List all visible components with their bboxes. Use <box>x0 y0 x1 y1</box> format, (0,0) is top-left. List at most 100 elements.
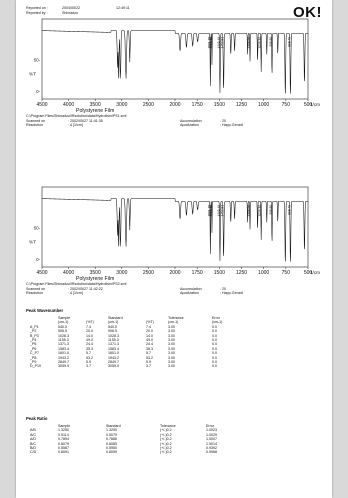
status-ok: OK! <box>293 4 322 21</box>
pw-cell-2: 5.9 <box>86 360 91 365</box>
pw-cell-6: 0.0 <box>212 364 217 369</box>
x-tick-label: 750 <box>282 102 291 108</box>
reported-by-label: Reported by : <box>26 10 48 15</box>
x-tick-label: 4000 <box>63 270 74 276</box>
pw-cell-5: 3.00 <box>168 355 175 360</box>
x-tick-label: 4500 <box>36 102 47 108</box>
pr-cell-4: 0.9392 <box>206 446 217 451</box>
x-tick-label: 1750 <box>192 102 203 108</box>
x-tick-label: 500 <box>304 270 313 276</box>
x-tick-label: 750 <box>282 270 291 276</box>
x-tick-label: 3500 <box>90 102 101 108</box>
pw-cell-5: 3.00 <box>168 346 175 351</box>
pw-subheader-cell-1: (cm-1) <box>58 320 69 325</box>
peak-label: 1601.18 <box>207 37 211 49</box>
pw-cell-2: 20.0 <box>86 329 93 334</box>
pr-cell-2: 1.3250 <box>106 428 117 433</box>
pw-cell-4: 24.4 <box>146 342 153 347</box>
pw-cell-2: 14.0 <box>86 333 93 338</box>
pw-cell-5: 3.00 <box>168 338 175 343</box>
x-axis-unit: 1/cm <box>310 102 320 107</box>
pr-cell-1: 0.6079 <box>58 441 69 446</box>
peak-label: 698.79 <box>287 37 291 47</box>
pw-cell-4: 5.9 <box>146 360 151 365</box>
pr-cell-3: (+/-)0.2 <box>160 428 172 433</box>
pr-cell-4: 0.9968 <box>206 450 217 455</box>
pw-cell-0: _P9 <box>30 360 37 365</box>
pw-cell-0: A_P1 <box>30 324 39 329</box>
peak-wavenumber-title: Peak Wavenumber <box>26 308 64 313</box>
pw-header-cell-1: Sample <box>58 316 71 320</box>
x-tick-label: 500 <box>304 102 313 108</box>
pw-cell-5: 3.00 <box>168 324 175 329</box>
x-tick-label: 1750 <box>192 270 203 276</box>
table-row: A/D 0.7894 0.7886 (+/-)0.2 1.0007 <box>28 437 238 441</box>
spectrum-2-res-value: : 4 [1/cm] <box>68 291 83 296</box>
pw-header-cell-3: Standard <box>108 316 123 320</box>
spectrum-2-res-label: Resolution <box>26 291 43 296</box>
spectrum-1: 50- 0- %T 4500 4000 3500 3000 2500 2000 1750 1500 1… <box>26 15 322 115</box>
reported-on-date: 2004/05/22 <box>62 6 80 10</box>
pw-cell-0: D_P10 <box>30 364 41 369</box>
pw-cell-6: 0.0 <box>212 360 217 365</box>
table-row: B_P3 1028.3 14.0 1028.3 14.0 3.00 0.0 <box>28 334 244 338</box>
pw-cell-0: _P5 <box>30 342 37 347</box>
peak-label: 1452.81 <box>221 37 225 49</box>
pw-subheader-cell-2: (%T) <box>86 320 94 325</box>
x-tick-label: 4000 <box>63 102 74 108</box>
peak-wavenumber-table: Sample Standard Tolerance Error (cm-1) (%T) (… <box>28 316 244 369</box>
x-tick-label: 1250 <box>236 102 247 108</box>
spectrum-2-scanned-label: Scanned on <box>26 286 46 291</box>
spectrum-1-meta: C:\Program Files\Shimadzu\IRsolution\dat… <box>26 114 322 128</box>
pw-cell-4: 35.3 <box>146 346 153 351</box>
y-tick-label: 0- <box>36 89 40 94</box>
pw-cell-6: 0.0 <box>212 338 217 343</box>
pw-header-cell-5: Tolerance <box>168 316 184 320</box>
pr-cell-0: B/C <box>30 441 36 446</box>
pr-cell-3: (+/-)0.2 <box>160 437 172 442</box>
pw-cell-4: 49.0 <box>146 338 153 343</box>
pw-cell-0: C_P7 <box>30 351 39 356</box>
x-tick-label: 3500 <box>90 270 101 276</box>
pr-cell-2: 0.5950 <box>106 446 117 451</box>
pw-cell-4: 5.7 <box>146 351 151 356</box>
peak-label: 698.79 <box>287 205 291 215</box>
table-row: B/C 0.6079 0.6085 (+/-)0.2 1.0014 <box>28 442 238 446</box>
pw-cell-5: 3.00 <box>168 364 175 369</box>
report-header: Reported on : 2004/05/22 12:49:11 Report… <box>26 6 130 15</box>
table-row: D_P10 3059.9 3.7 3059.9 3.7 3.00 0.0 <box>28 364 244 368</box>
pr-cell-2: 0.7886 <box>106 437 117 442</box>
pr-cell-2: 0.5079 <box>106 432 117 437</box>
spectrum-1-apod-value: : Happ-Genzel <box>220 123 244 128</box>
table-row: _P2 906.5 20.0 906.5 20.0 3.00 0.0 <box>28 329 244 333</box>
pr-cell-3: (+/-)0.2 <box>160 441 172 446</box>
table-row: B/D 0.5587 0.5950 (+/-)0.2 0.9392 <box>28 446 238 450</box>
pw-cell-1: 1601.0 <box>58 351 69 356</box>
table-row: _P5 1371.3 24.4 1371.3 24.4 3.00 0.0 <box>28 342 244 346</box>
spectrum-1-accum-value: : 20 <box>220 118 226 123</box>
pr-header-cell-2: Standard <box>106 424 121 428</box>
table-row: _P9 2849.7 5.9 2849.7 5.9 3.00 0.0 <box>28 360 244 364</box>
y-tick-label: 50- <box>34 58 41 63</box>
spectrum-1-accum-label: Accumulation <box>180 118 202 123</box>
pr-header-cell-3: Tolerance <box>160 424 176 428</box>
reported-on-time: 12:49:11 <box>116 6 130 10</box>
peak-label: 1583.40 <box>209 37 213 49</box>
x-tick-label: 2500 <box>143 270 154 276</box>
pw-cell-1: 1583.4 <box>58 346 69 351</box>
x-tick-label: 2000 <box>169 102 180 108</box>
pw-header-cell-6: Error <box>212 316 220 320</box>
peak-label: 1601.18 <box>207 205 211 217</box>
pr-cell-3: (+/-)0.2 <box>160 432 172 437</box>
pw-cell-2: 35.3 <box>86 346 93 351</box>
peak-label: 1493.40 <box>217 205 221 217</box>
pw-cell-3: 540.0 <box>108 324 117 329</box>
pw-cell-6: 0.0 <box>212 342 217 347</box>
pw-cell-3: 2849.7 <box>108 360 119 365</box>
pr-cell-2: 0.6085 <box>106 441 117 446</box>
table-subheader-row: (cm-1) (%T) (cm-1) (%T) (cm-1) (cm-1) <box>28 320 244 324</box>
pr-cell-1: 0.5587 <box>58 446 69 451</box>
pr-cell-3: (+/-)0.2 <box>160 450 172 455</box>
pw-subheader-cell-6: (cm-1) <box>212 320 223 325</box>
pr-cell-1: 0.5114 <box>58 432 69 437</box>
